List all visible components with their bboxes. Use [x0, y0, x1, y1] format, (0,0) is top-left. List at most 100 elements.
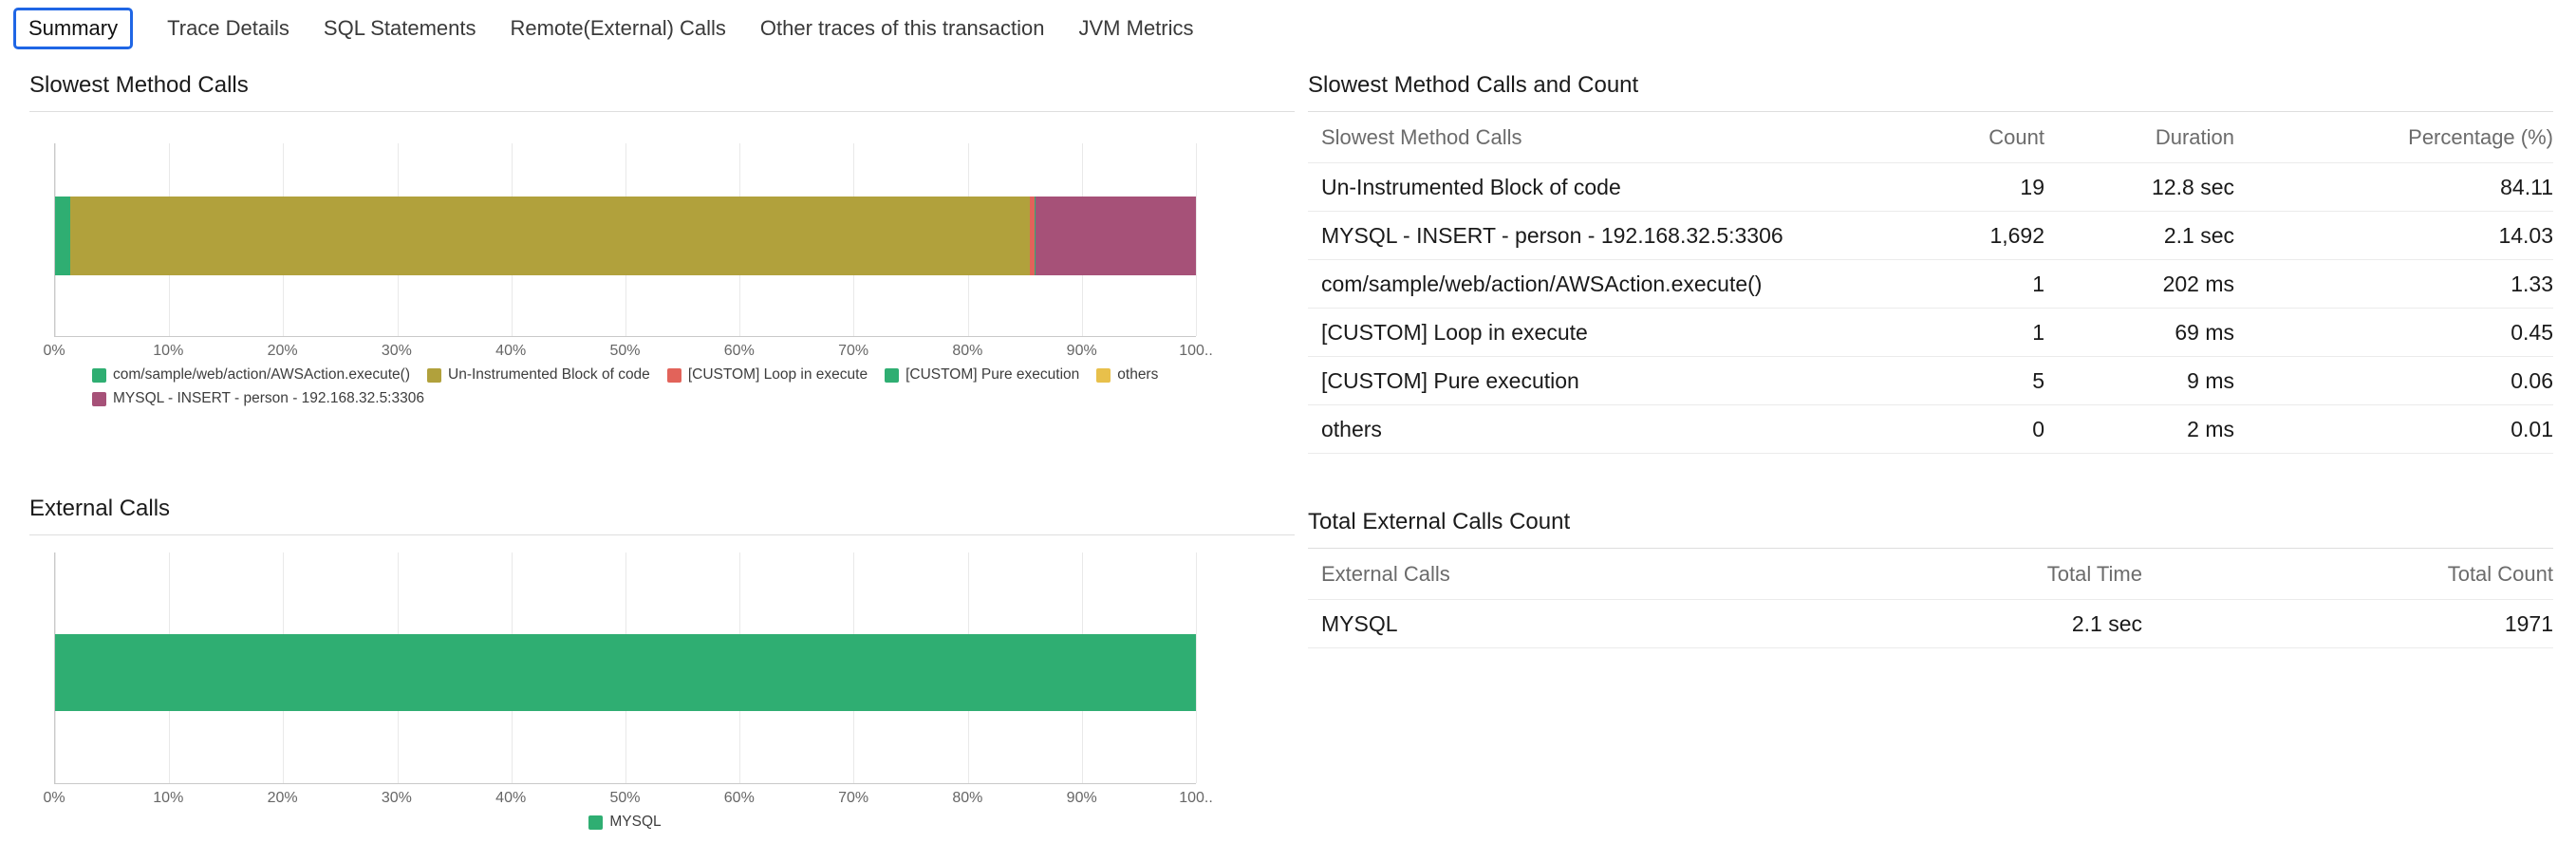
- x-tick-label: 80%: [952, 343, 983, 359]
- column-header-total-count: Total Count: [2447, 561, 2553, 586]
- x-tick-label: 20%: [267, 343, 298, 359]
- method-name: MYSQL - INSERT - person - 192.168.32.5:3…: [1321, 222, 1783, 248]
- legend-color-swatch-icon: [666, 367, 681, 383]
- tables-column: Slowest Method Calls and Count Slowest M…: [1308, 74, 2553, 648]
- x-tick-label: 10%: [153, 790, 184, 806]
- tab-trace-details[interactable]: Trace Details: [167, 16, 289, 40]
- legend-label: [CUSTOM] Pure execution: [905, 366, 1080, 383]
- slowest-method-calls-table: Slowest Method Calls Count Duration Perc…: [1308, 112, 2553, 454]
- legend-color-swatch-icon: [885, 367, 900, 383]
- method-percentage: 0.01: [2511, 416, 2553, 441]
- stacked-bar: [55, 197, 1196, 275]
- legend-color-swatch-icon: [92, 367, 106, 383]
- trace-tab-bar: Summary Trace Details SQL Statements Rem…: [13, 8, 1194, 49]
- bar-segment: [55, 197, 70, 275]
- x-tick-label: 0%: [43, 343, 65, 359]
- column-header-method: Slowest Method Calls: [1321, 124, 1522, 149]
- legend-color-swatch-icon: [427, 367, 441, 383]
- tab-summary[interactable]: Summary: [13, 8, 134, 49]
- bar-segment: [69, 197, 1030, 275]
- column-header-duration: Duration: [2155, 124, 2234, 149]
- total-external-calls-table: External Calls Total Time Total Count MY…: [1308, 549, 2553, 648]
- external-call-total-count: 1971: [2504, 610, 2553, 636]
- method-percentage: 14.03: [2498, 222, 2553, 248]
- legend-item: MYSQL: [588, 814, 662, 831]
- method-name: com/sample/web/action/AWSAction.execute(…: [1321, 271, 1763, 296]
- x-tick-label: 90%: [1066, 790, 1097, 806]
- tab-jvm-metrics[interactable]: JVM Metrics: [1078, 16, 1194, 40]
- legend-label: Un-Instrumented Block of code: [448, 366, 650, 383]
- legend-label: MYSQL: [609, 814, 662, 830]
- method-duration: 9 ms: [2187, 367, 2234, 393]
- method-count: 1: [2032, 319, 2044, 345]
- table-row: [CUSTOM] Loop in execute 1 69 ms 0.45: [1308, 309, 2553, 357]
- method-name: others: [1321, 416, 1382, 441]
- legend-item: [CUSTOM] Pure execution: [885, 366, 1079, 384]
- table-header-row: Slowest Method Calls Count Duration Perc…: [1308, 112, 2553, 163]
- gridline: [1196, 553, 1197, 783]
- x-tick-label: 20%: [267, 790, 298, 806]
- legend-color-swatch-icon: [588, 815, 604, 830]
- method-percentage: 1.33: [2511, 271, 2553, 296]
- x-tick-label: 30%: [381, 790, 412, 806]
- table-row: others 0 2 ms 0.01: [1308, 405, 2553, 454]
- legend-item: com/sample/web/action/AWSAction.execute(…: [92, 366, 410, 384]
- x-tick-label: 50%: [609, 790, 641, 806]
- table-row: com/sample/web/action/AWSAction.execute(…: [1308, 260, 2553, 309]
- slowest-method-calls-table-title: Slowest Method Calls and Count: [1308, 74, 2553, 112]
- x-tick-label: 50%: [609, 343, 641, 359]
- legend-label: others: [1117, 366, 1159, 383]
- x-tick-label: 0%: [43, 790, 65, 806]
- table-row: Un-Instrumented Block of code 19 12.8 se…: [1308, 163, 2553, 212]
- x-tick-label: 40%: [495, 790, 527, 806]
- x-tick-label: 40%: [495, 343, 527, 359]
- x-tick-label: 60%: [723, 343, 755, 359]
- method-name: Un-Instrumented Block of code: [1321, 174, 1621, 199]
- chart-legend: com/sample/web/action/AWSAction.execute(…: [54, 366, 1196, 407]
- x-tick-label: 70%: [838, 790, 869, 806]
- method-duration: 2.1 sec: [2163, 222, 2234, 248]
- column-header-total-time: Total Time: [2046, 561, 2142, 586]
- legend-color-swatch-icon: [1096, 367, 1111, 383]
- method-duration: 69 ms: [2175, 319, 2234, 345]
- charts-column: Slowest Method Calls 0% 10% 20% 30% 40% 50% 60…: [29, 74, 1295, 831]
- x-tick-label: 100..: [1179, 343, 1213, 359]
- table-row: MYSQL 2.1 sec 1971: [1308, 600, 2553, 648]
- external-call-total-time: 2.1 sec: [2071, 610, 2142, 636]
- legend-item: [CUSTOM] Loop in execute: [666, 366, 868, 384]
- legend-item: Un-Instrumented Block of code: [427, 366, 650, 384]
- table-header-row: External Calls Total Time Total Count: [1308, 549, 2553, 600]
- tab-remote-external-calls[interactable]: Remote(External) Calls: [510, 16, 726, 40]
- legend-color-swatch-icon: [92, 391, 106, 406]
- table-row: [CUSTOM] Pure execution 5 9 ms 0.06: [1308, 357, 2553, 405]
- bar-segment: [55, 634, 1196, 711]
- column-header-percentage: Percentage (%): [2408, 124, 2553, 149]
- external-calls-chart: 0% 10% 20% 30% 40% 50% 60% 70% 80% 90% 100.. MYSQL: [43, 553, 1213, 831]
- x-tick-label: 60%: [723, 790, 755, 806]
- x-tick-label: 100..: [1179, 790, 1213, 806]
- method-percentage: 0.06: [2511, 367, 2553, 393]
- bar-segment: [1036, 197, 1196, 275]
- method-percentage: 0.45: [2511, 319, 2553, 345]
- method-count: 1: [2032, 271, 2044, 296]
- method-duration: 2 ms: [2187, 416, 2234, 441]
- method-duration: 202 ms: [2162, 271, 2234, 296]
- x-tick-label: 90%: [1066, 343, 1097, 359]
- method-count: 19: [2020, 174, 2044, 199]
- tab-sql-statements[interactable]: SQL Statements: [323, 16, 476, 40]
- x-tick-label: 80%: [952, 790, 983, 806]
- tab-other-traces[interactable]: Other traces of this transaction: [759, 16, 1045, 40]
- method-count: 5: [2032, 367, 2044, 393]
- bar-segment: [1029, 197, 1036, 275]
- chart-x-axis: 0% 10% 20% 30% 40% 50% 60% 70% 80% 90% 100..: [43, 784, 1212, 809]
- gridline: [1196, 143, 1197, 336]
- legend-item: others: [1096, 366, 1158, 384]
- legend-label: MYSQL - INSERT - person - 192.168.32.5:3…: [113, 390, 424, 406]
- x-tick-label: 70%: [838, 343, 869, 359]
- legend-label: com/sample/web/action/AWSAction.execute(…: [113, 366, 410, 383]
- external-call-name: MYSQL: [1321, 610, 1398, 636]
- x-tick-label: 30%: [381, 343, 412, 359]
- x-tick-label: 10%: [153, 343, 184, 359]
- bar-segment: [1035, 197, 1036, 275]
- legend-label: [CUSTOM] Loop in execute: [687, 366, 868, 383]
